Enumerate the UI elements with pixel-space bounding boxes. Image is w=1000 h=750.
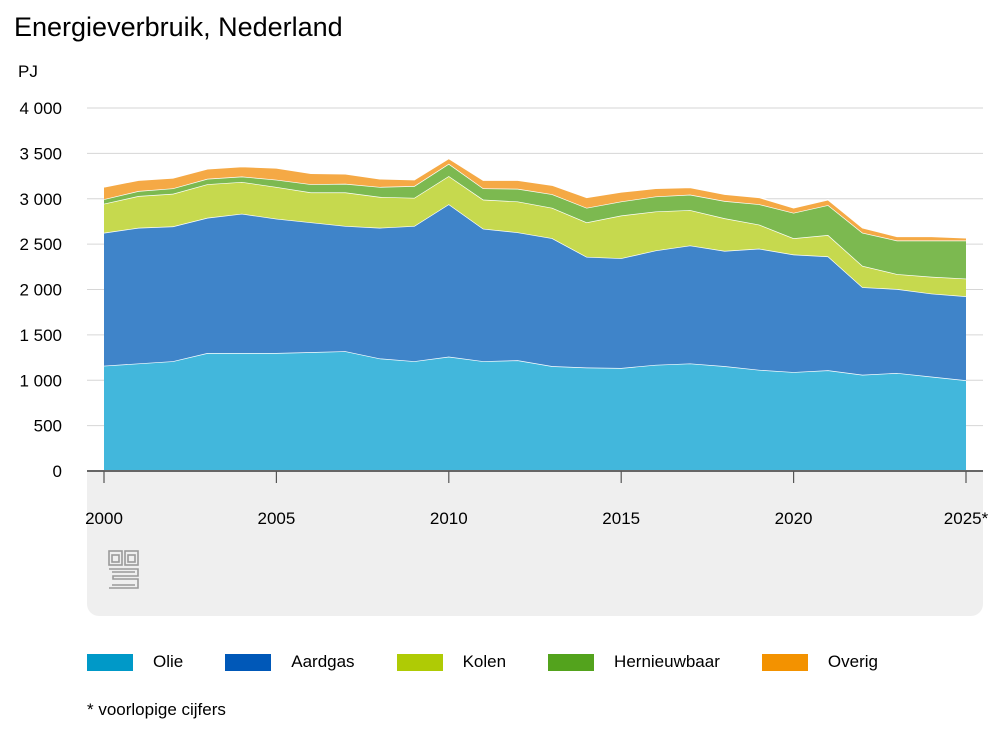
y-tick-label: 3 500 bbox=[19, 144, 62, 163]
series-line-overig bbox=[103, 157, 967, 239]
page-title: Energieverbruik, Nederland bbox=[14, 12, 343, 42]
x-tick-label: 2005 bbox=[257, 509, 295, 528]
legend-item-kolen: Kolen bbox=[396, 652, 507, 672]
legend-item-olie: Olie bbox=[87, 652, 183, 672]
y-tick-label: 1 500 bbox=[19, 326, 62, 345]
y-tick-label: 500 bbox=[34, 417, 62, 436]
area-chart: 0 500 1 000 1 500 2 000 2 500 3 000 3 500 4 000 2… bbox=[19, 99, 989, 528]
cbs-logo-icon bbox=[108, 550, 139, 589]
area-series-olie bbox=[104, 351, 966, 471]
footnote: * voorlopige cijfers bbox=[87, 700, 226, 719]
chart-footer-panel bbox=[87, 470, 983, 616]
area-series-aardgas bbox=[104, 204, 966, 381]
area-series-hernieuwbaar bbox=[104, 163, 966, 279]
y-tick-label: 2 500 bbox=[19, 235, 62, 254]
legend-swatch-kolen bbox=[396, 653, 443, 671]
legend-item-aardgas: Aardgas bbox=[225, 652, 355, 672]
y-tick-label: 0 bbox=[53, 462, 62, 481]
legend-label-overig: Overig bbox=[827, 652, 878, 671]
legend-item-hernieuwbaar: Hernieuwbaar bbox=[548, 652, 720, 672]
y-tick-label: 2 000 bbox=[19, 281, 62, 300]
legend-swatch-hernieuwbaar bbox=[548, 653, 595, 671]
legend-label-aardgas: Aardgas bbox=[291, 652, 355, 671]
y-tick-label: 1 000 bbox=[19, 371, 62, 390]
y-tick-label: 3 000 bbox=[19, 190, 62, 209]
area-series-kolen bbox=[104, 176, 966, 297]
legend-label-olie: Olie bbox=[153, 652, 184, 671]
y-axis-unit: PJ bbox=[18, 62, 38, 81]
legend-swatch-aardgas bbox=[225, 653, 272, 671]
legend-item-overig: Overig bbox=[761, 652, 878, 672]
x-tick-label: 2020 bbox=[775, 509, 813, 528]
x-tick-label: 2010 bbox=[430, 509, 468, 528]
legend-label-kolen: Kolen bbox=[462, 652, 507, 671]
legend-swatch-overig bbox=[761, 653, 808, 671]
x-tick-label: 2000 bbox=[85, 509, 123, 528]
x-tick-label: 2025* bbox=[944, 509, 989, 528]
legend-swatch-olie bbox=[87, 653, 133, 671]
legend-label-hernieuwbaar: Hernieuwbaar bbox=[614, 652, 720, 671]
area-series-overig bbox=[104, 158, 966, 241]
chart-legend: Olie Aardgas Kolen Hernieuwbaar Overig bbox=[87, 652, 920, 672]
y-tick-label: 4 000 bbox=[19, 99, 62, 118]
x-tick-label: 2015 bbox=[602, 509, 640, 528]
